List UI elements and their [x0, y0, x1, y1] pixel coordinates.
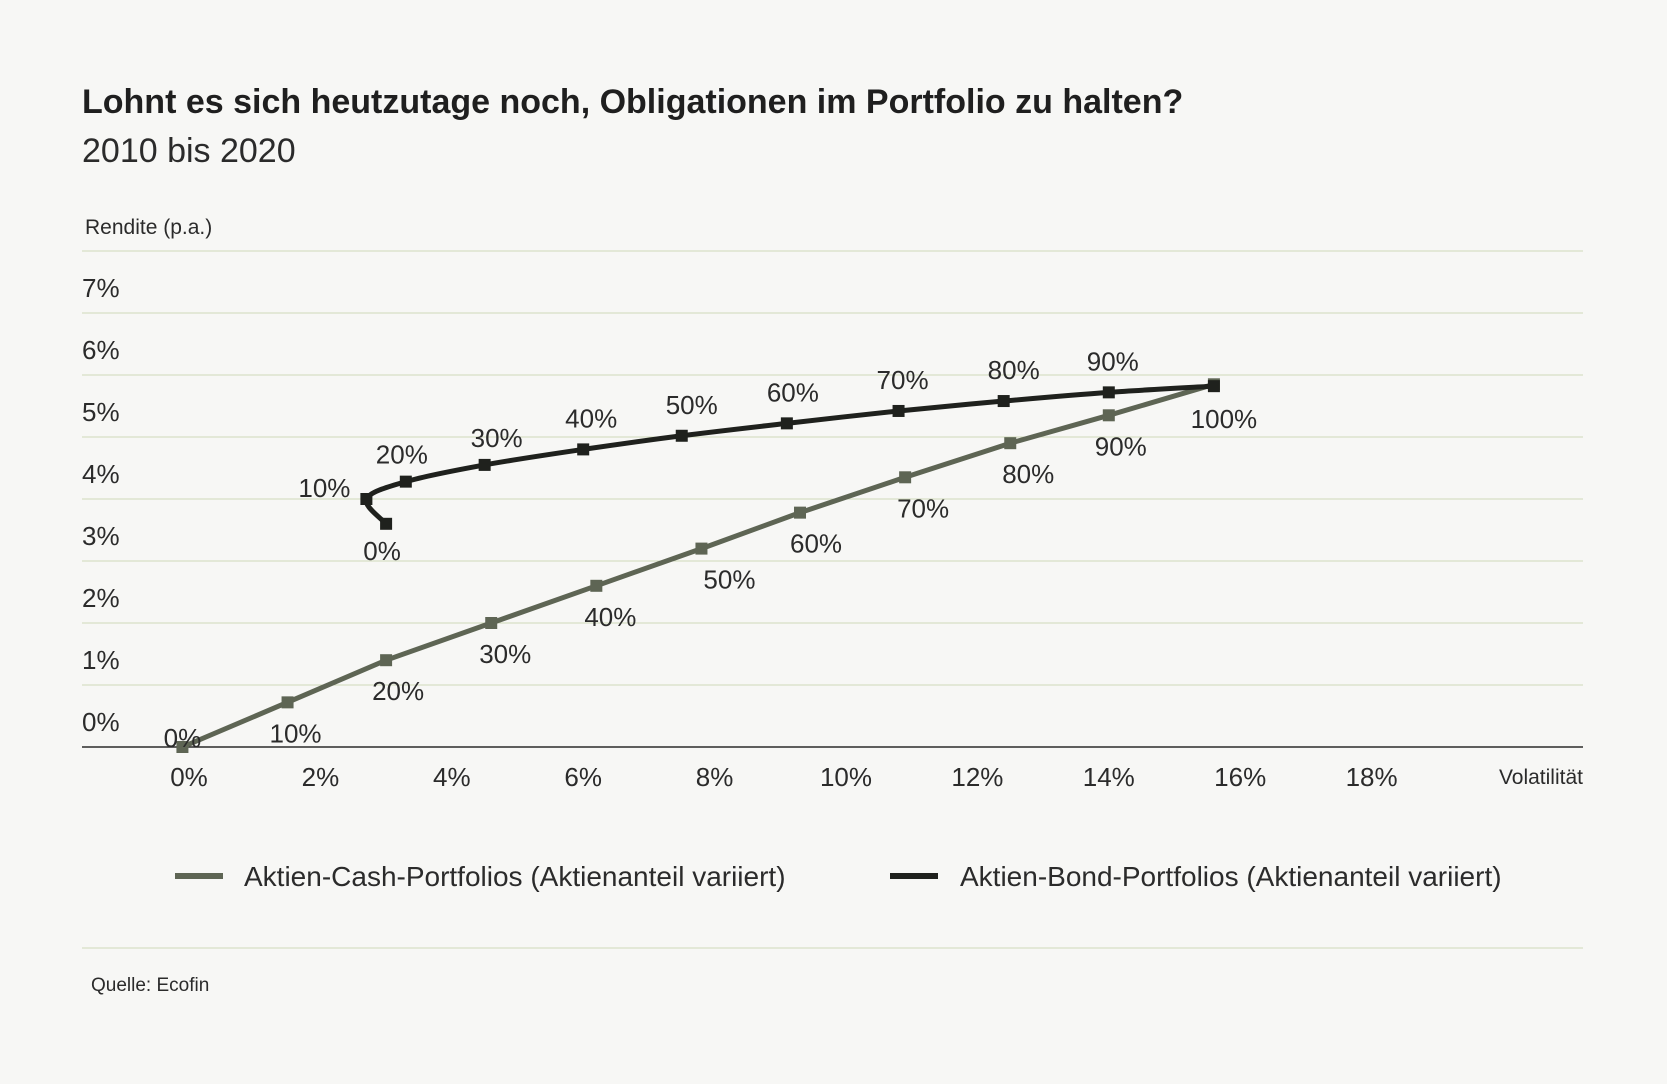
y-tick-label: 0% [82, 707, 120, 737]
chart-subtitle: 2010 bis 2020 [82, 132, 296, 170]
series-group: 0% 10% 20% 30% 40% 50% 60% 70% 80% 90% 0% 10% 20% 30%… [164, 346, 1257, 753]
data-point [899, 471, 912, 484]
x-tick-labels: 0% 2% 4% 6% 8% 10% 12% 14% 16% 18% [170, 762, 1397, 792]
data-label: 90% [1087, 346, 1139, 376]
x-tick-label: 10% [820, 762, 872, 792]
source-note: Quelle: Ecofin [91, 975, 209, 996]
data-point [478, 458, 491, 471]
data-point [695, 542, 708, 555]
series-line [179, 381, 1217, 750]
data-point [176, 741, 189, 753]
data-label: 80% [988, 355, 1040, 385]
data-point [399, 475, 412, 488]
data-label: 20% [372, 676, 424, 706]
y-tick-label: 5% [82, 397, 120, 427]
data-label: 0% [363, 536, 401, 566]
data-point [997, 395, 1010, 408]
data-label: 10% [270, 718, 322, 748]
x-tick-label: 16% [1214, 762, 1266, 792]
y-tick-label: 1% [82, 645, 120, 675]
x-tick-label: 8% [696, 762, 734, 792]
x-tick-label: 6% [564, 762, 602, 792]
series-aktien-cash: 0% 10% 20% 30% 40% 50% 60% 70% 80% 90% [164, 378, 1220, 753]
legend-label-aktien-cash: Aktien-Cash-Portfolios (Aktienanteil var… [244, 861, 786, 892]
legend: Aktien-Cash-Portfolios (Aktienanteil var… [175, 861, 1502, 892]
data-point [892, 404, 905, 417]
x-tick-label: 2% [302, 762, 340, 792]
legend-label-aktien-bond: Aktien-Bond-Portfolios (Aktienanteil var… [960, 861, 1502, 892]
data-label: 40% [565, 403, 617, 433]
data-label: 60% [767, 377, 819, 407]
y-axis-label: Rendite (p.a.) [85, 216, 212, 239]
data-label: 30% [479, 639, 531, 669]
data-point [380, 517, 393, 530]
data-point [675, 429, 688, 442]
y-tick-labels: 0% 1% 2% 3% 4% 5% 6% 7% [82, 273, 120, 737]
y-tick-label: 6% [82, 335, 120, 365]
data-label: 20% [376, 440, 428, 470]
data-label: 70% [897, 493, 949, 523]
x-axis-label: Volatilität [1499, 766, 1583, 789]
data-point [794, 506, 807, 519]
data-point [360, 493, 373, 505]
data-point [380, 654, 393, 667]
y-tick-label: 7% [82, 273, 120, 303]
data-label: 30% [471, 423, 523, 453]
data-label: 60% [790, 529, 842, 559]
x-tick-label: 18% [1346, 762, 1398, 792]
x-tick-label: 4% [433, 762, 471, 792]
data-label: 90% [1095, 431, 1147, 461]
x-tick-label: 12% [951, 762, 1003, 792]
data-label: 50% [666, 390, 718, 420]
series-aktien-bond: 0% 10% 20% 30% 40% 50% 60% 70% 80% 90% 100% [298, 346, 1257, 565]
y-tick-label: 4% [82, 459, 120, 489]
data-label: 10% [298, 473, 350, 503]
data-label: 100% [1191, 404, 1258, 434]
data-label: 70% [877, 365, 929, 395]
data-point [1102, 386, 1115, 399]
data-point [281, 696, 294, 709]
data-point [780, 417, 793, 430]
data-point [1102, 409, 1115, 422]
data-label: 40% [584, 602, 636, 632]
chart-title: Lohnt es sich heutzutage noch, Obligatio… [82, 83, 1183, 121]
y-tick-label: 2% [82, 583, 120, 613]
data-label: 80% [1002, 459, 1054, 489]
data-label: 0% [164, 723, 202, 753]
data-point [1004, 437, 1017, 450]
data-label: 50% [703, 565, 755, 595]
data-point [590, 579, 603, 592]
data-point [1207, 380, 1220, 393]
y-tick-label: 3% [82, 521, 120, 551]
data-point [485, 617, 498, 629]
x-tick-label: 14% [1083, 762, 1135, 792]
x-tick-label: 0% [170, 762, 208, 792]
data-point [577, 443, 590, 456]
